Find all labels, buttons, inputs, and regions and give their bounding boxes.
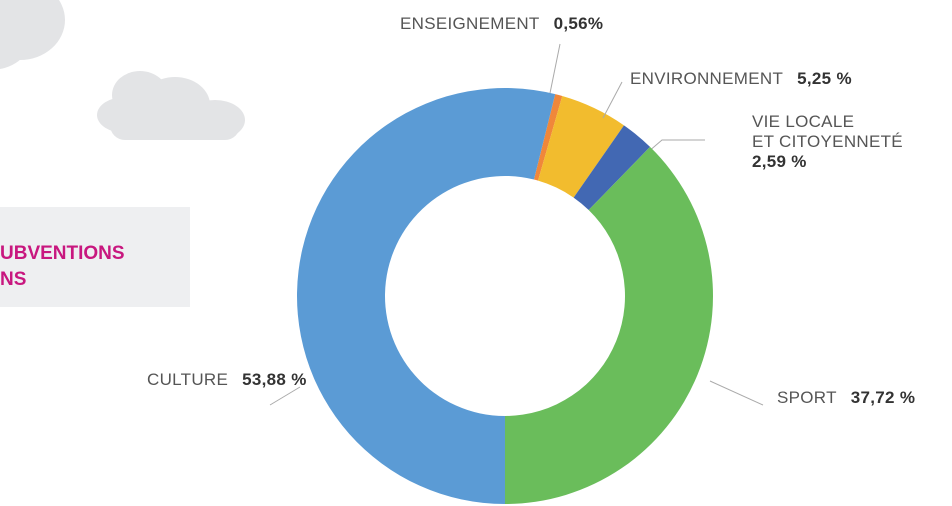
slice-label: CULTURE 53,88 % bbox=[147, 370, 307, 390]
category-label: ENVIRONNEMENT bbox=[630, 69, 783, 88]
infographic: UBVENTIONS NS ENSEIGNEMENT 0,56% ENVIRONNE… bbox=[0, 0, 952, 506]
category-label: VIE LOCALE ET CITOYENNETÉ bbox=[752, 112, 903, 151]
leader-line bbox=[648, 140, 705, 152]
leader-line bbox=[710, 381, 763, 405]
value-label: 0,56% bbox=[554, 14, 604, 33]
slice-label: ENVIRONNEMENT 5,25 % bbox=[630, 69, 852, 89]
category-label: ENSEIGNEMENT bbox=[400, 14, 540, 33]
clouds bbox=[0, 0, 245, 140]
value-label: 2,59 % bbox=[752, 152, 903, 172]
value-label: 5,25 % bbox=[797, 69, 852, 88]
category-label: SPORT bbox=[777, 388, 837, 407]
slice-label: ENSEIGNEMENT 0,56% bbox=[400, 14, 603, 34]
value-label: 37,72 % bbox=[851, 388, 915, 407]
title-line: NS bbox=[0, 269, 26, 291]
category-label: CULTURE bbox=[147, 370, 228, 389]
value-label: 53,88 % bbox=[242, 370, 306, 389]
leader-line bbox=[603, 82, 622, 118]
donut-segment bbox=[505, 147, 713, 504]
title-line: UBVENTIONS bbox=[0, 243, 125, 265]
slice-label: SPORT 37,72 % bbox=[777, 388, 915, 408]
title-box: UBVENTIONS NS bbox=[0, 207, 190, 307]
